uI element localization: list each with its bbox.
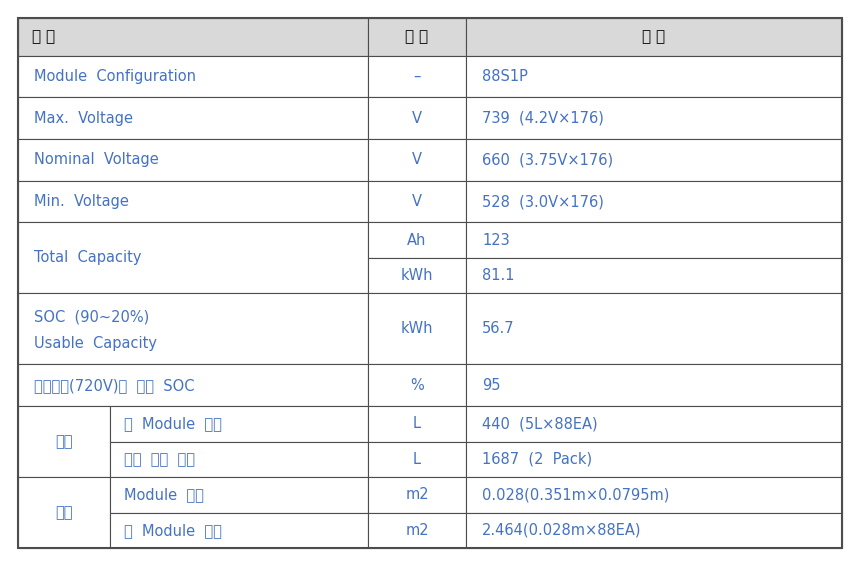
Bar (466, 477, 842, 513)
Text: Max.  Voltage: Max. Voltage (34, 111, 133, 126)
Bar (18, 365, 368, 406)
Text: Ah: Ah (408, 233, 427, 248)
Bar (110, 477, 368, 513)
Bar (466, 293, 842, 365)
Text: 씽  Module  면적: 씽 Module 면적 (124, 523, 222, 538)
Bar (368, 258, 466, 293)
Bar (466, 18, 842, 55)
Text: 528  (3.0V×176): 528 (3.0V×176) (482, 194, 604, 209)
Text: 95: 95 (482, 378, 501, 393)
Text: 440  (5L×88EA): 440 (5L×88EA) (482, 417, 598, 431)
Bar (466, 181, 842, 222)
Text: V: V (412, 152, 422, 168)
Text: 2.464(0.028m×88EA): 2.464(0.028m×88EA) (482, 523, 642, 538)
Text: Usable  Capacity: Usable Capacity (34, 336, 157, 350)
Bar (368, 97, 466, 139)
Bar (466, 441, 842, 477)
Text: 81.1: 81.1 (482, 268, 514, 283)
Text: 0.028(0.351m×0.0795m): 0.028(0.351m×0.0795m) (482, 487, 669, 502)
Bar (368, 222, 466, 258)
Text: Module  면적: Module 면적 (124, 487, 204, 502)
Text: V: V (412, 194, 422, 209)
Bar (466, 365, 842, 406)
Text: SOC  (90~20%): SOC (90~20%) (34, 310, 150, 324)
Text: Nominal  Voltage: Nominal Voltage (34, 152, 159, 168)
Bar (18, 139, 368, 181)
Text: m2: m2 (405, 523, 429, 538)
Text: L: L (413, 417, 421, 431)
Text: kWh: kWh (401, 268, 433, 283)
Text: V: V (412, 111, 422, 126)
Bar (368, 18, 466, 55)
Text: 사 양: 사 양 (642, 29, 666, 44)
Bar (466, 222, 842, 258)
Bar (110, 513, 368, 548)
Text: Module  Configuration: Module Configuration (34, 69, 196, 84)
Bar (368, 139, 466, 181)
Text: 씽  Module  부피: 씽 Module 부피 (124, 417, 222, 431)
Text: L: L (413, 452, 421, 467)
Bar (466, 513, 842, 548)
Bar (18, 406, 110, 477)
Bar (368, 441, 466, 477)
Bar (18, 18, 368, 55)
Text: 구 분: 구 분 (32, 29, 55, 44)
Text: 단 위: 단 위 (405, 29, 428, 44)
Bar (368, 293, 466, 365)
Text: 739  (4.2V×176): 739 (4.2V×176) (482, 111, 604, 126)
Text: 56.7: 56.7 (482, 321, 514, 336)
Text: Min.  Voltage: Min. Voltage (34, 194, 129, 209)
Bar (368, 477, 466, 513)
Text: –: – (414, 69, 421, 84)
Text: 123: 123 (482, 233, 510, 248)
Bar (368, 55, 466, 97)
Bar (18, 55, 368, 97)
Text: 장착  공간  부피: 장착 공간 부피 (124, 452, 195, 467)
Text: 부피: 부피 (55, 434, 73, 449)
Bar (110, 406, 368, 441)
Bar (110, 441, 368, 477)
Bar (368, 513, 466, 548)
Bar (368, 365, 466, 406)
Bar (18, 181, 368, 222)
Text: 충전전압(720V)에  대한  SOC: 충전전압(720V)에 대한 SOC (34, 378, 194, 393)
Bar (368, 181, 466, 222)
Bar (466, 97, 842, 139)
Text: Total  Capacity: Total Capacity (34, 251, 142, 265)
Bar (18, 222, 368, 293)
Text: 88S1P: 88S1P (482, 69, 528, 84)
Bar (18, 97, 368, 139)
Text: 면적: 면적 (55, 505, 73, 520)
Bar (466, 406, 842, 441)
Bar (466, 55, 842, 97)
Bar (18, 293, 368, 365)
Text: kWh: kWh (401, 321, 433, 336)
Bar (466, 258, 842, 293)
Bar (368, 406, 466, 441)
Bar (18, 477, 110, 548)
Text: 660  (3.75V×176): 660 (3.75V×176) (482, 152, 613, 168)
Text: 1687  (2  Pack): 1687 (2 Pack) (482, 452, 593, 467)
Bar (466, 139, 842, 181)
Text: %: % (410, 378, 424, 393)
Text: m2: m2 (405, 487, 429, 502)
